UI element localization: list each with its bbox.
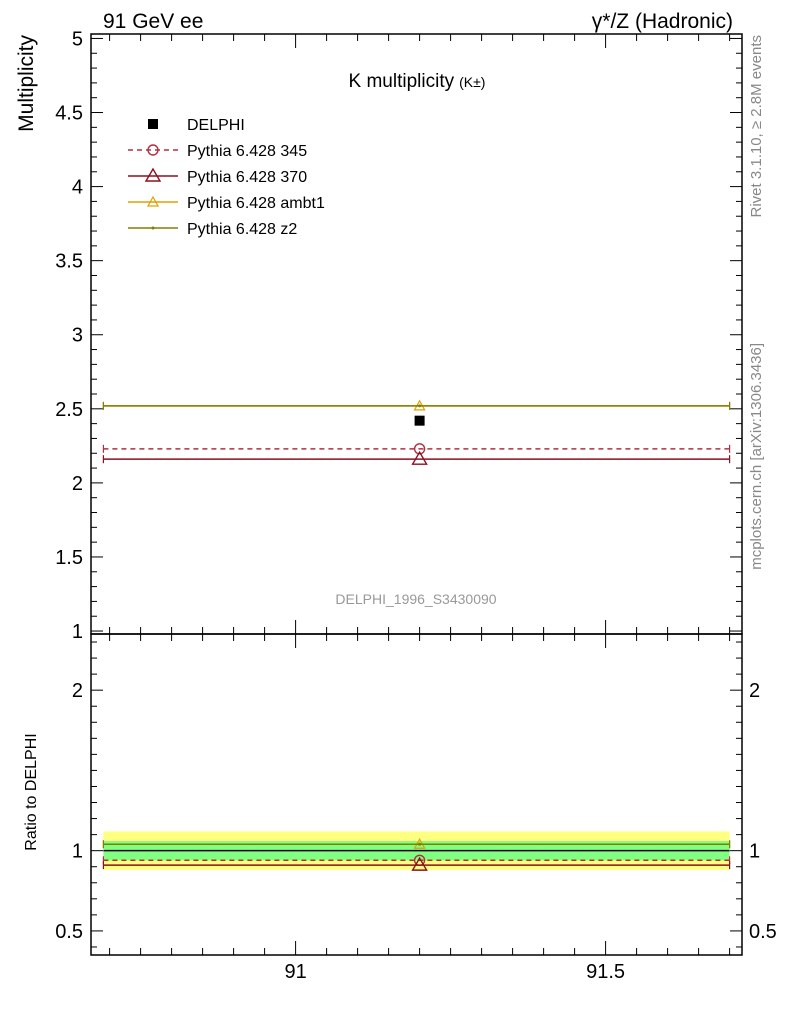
ratio-frame	[90, 633, 743, 956]
main-ytick-label: 1	[72, 621, 83, 643]
side-label-rivet: Rivet 3.1.10, ≥ 2.8M events	[748, 35, 765, 218]
main-panel: Multiplicity K multiplicity (K±) DELPHI_1…	[15, 28, 743, 643]
main-ytick-label: 4	[72, 177, 83, 199]
legend: DELPHI Pythia 6.428 345 Pythia 6.428 370 Py…	[128, 117, 325, 238]
main-ytick-label: 2.5	[55, 399, 83, 421]
series-marker-0	[413, 443, 426, 455]
ratio-ylabel: Ratio to DELPHI	[23, 733, 40, 850]
legend-marker-1	[147, 144, 159, 156]
legend-marker-0	[148, 119, 158, 129]
main-ytick-label: 3.5	[55, 251, 83, 273]
ratio-ytick-label: 0.5	[55, 921, 83, 943]
series-marker-1	[411, 450, 428, 465]
ratio-ytick-label-right: 2	[749, 680, 760, 702]
header-right: γ*/Z (Hadronic)	[592, 10, 733, 33]
ratio-ytick-label-right: 0.5	[749, 921, 777, 943]
legend-label-3: Pythia 6.428 ambt1	[187, 195, 325, 212]
ratio-series-marker-1	[411, 856, 428, 871]
watermark: DELPHI_1996_S3430090	[335, 591, 496, 607]
legend-label-2: Pythia 6.428 370	[187, 169, 307, 186]
xtick-label: 91.5	[586, 961, 625, 983]
legend-label-1: Pythia 6.428 345	[187, 143, 307, 160]
xtick-label: 91	[284, 961, 306, 983]
ratio-ytick-label-right: 1	[749, 841, 760, 863]
main-ytick-label: 1.5	[55, 547, 83, 569]
main-ytick-label: 5	[72, 28, 83, 50]
main-ylabel: Multiplicity	[15, 35, 38, 132]
legend-label-0: DELPHI	[187, 117, 245, 134]
chart-title-suffix: (K±)	[459, 74, 485, 90]
side-label-mcplots: mcplots.cern.ch [arXiv:1306.3436]	[748, 343, 765, 570]
legend-marker-3	[146, 195, 160, 207]
legend-label-4: Pythia 6.428 z2	[187, 221, 297, 238]
main-ytick-label: 2	[72, 473, 83, 495]
ratio-series-marker-3	[418, 842, 422, 846]
ratio-ytick-label: 1	[72, 841, 83, 863]
chart-title: K multiplicity (K±)	[349, 71, 486, 92]
legend-marker-4	[151, 226, 155, 230]
data-point-delphi	[414, 415, 425, 426]
ratio-ytick-label: 2	[72, 680, 83, 702]
main-ytick-label: 3	[72, 325, 83, 347]
chart-title-main: K multiplicity	[349, 71, 455, 92]
main-ytick-label: 4.5	[55, 103, 83, 125]
ratio-panel: Ratio to DELPHI 0.5 0.5 1 1 2 2 91 91.5	[23, 633, 777, 983]
legend-marker-2	[144, 167, 162, 182]
header-left: 91 GeV ee	[103, 10, 203, 33]
series-marker-3	[418, 404, 422, 408]
